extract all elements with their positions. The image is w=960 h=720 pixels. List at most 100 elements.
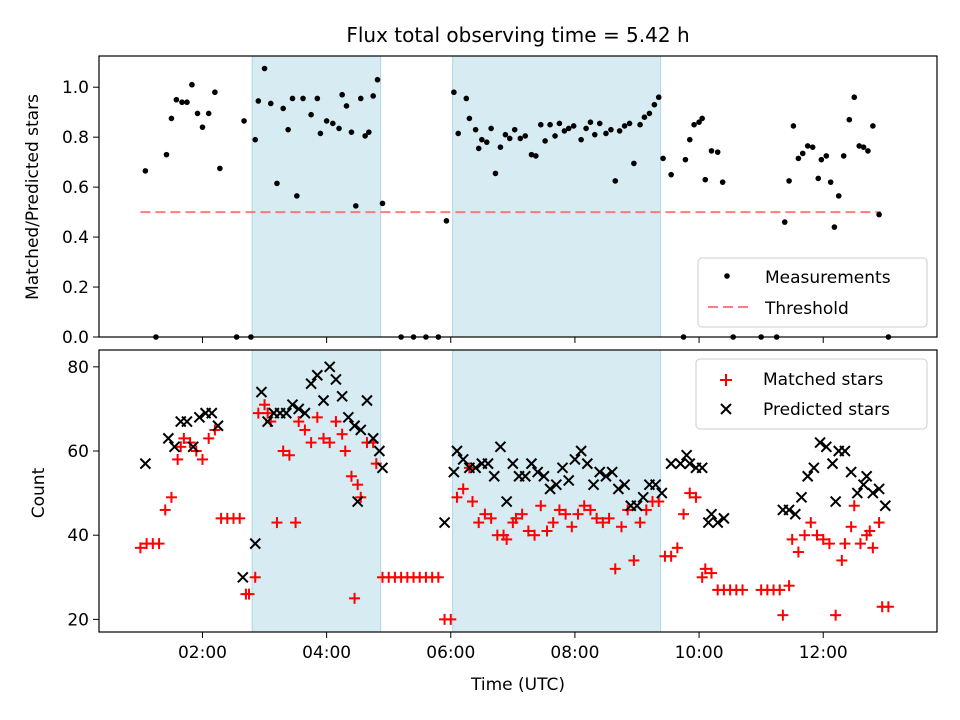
predicted-star-point — [631, 500, 643, 512]
matched-star-point — [774, 584, 786, 596]
measurement-point — [528, 151, 535, 158]
measurement-point — [860, 144, 867, 150]
predicted-star-point — [860, 470, 873, 482]
matched-star-point — [848, 500, 860, 512]
predicted-star-point — [820, 441, 833, 453]
y-tick-label: 1.0 — [62, 78, 89, 98]
matched-star-point — [628, 554, 640, 566]
predicted-star-point — [361, 394, 373, 407]
predicted-star-point — [680, 449, 693, 461]
matched-star-point — [854, 538, 866, 550]
matched-star-point — [653, 496, 665, 508]
matched-star-point — [584, 504, 596, 516]
matched-star-point — [159, 504, 171, 516]
y-axis-label: Count — [29, 467, 49, 518]
measurement-point — [840, 153, 847, 159]
matched-star-point — [153, 538, 165, 550]
y-axis-ticks: 0.0 0.2 0.4 0.6 0.8 1.0 — [62, 78, 99, 348]
legend-measurements-label: Measurements — [765, 268, 891, 288]
measurement-point — [626, 120, 633, 127]
legend-matched-label: Matched stars — [763, 370, 883, 390]
predicted-star-point — [795, 491, 808, 504]
measurement-point — [790, 123, 797, 129]
legend-matched-marker — [720, 374, 732, 386]
matched-star-point — [165, 491, 177, 503]
matched-star-point — [560, 508, 572, 520]
matched-star-point — [811, 529, 823, 541]
predicted-star-point — [606, 466, 618, 478]
predicted-star-point — [845, 466, 857, 478]
measurement-point — [714, 149, 721, 155]
measurement-point — [483, 139, 490, 145]
measurement-point — [686, 136, 693, 143]
measurement-point — [463, 95, 470, 102]
matched-star-point — [615, 521, 627, 533]
predicted-star-point — [355, 424, 367, 436]
predicted-star-point — [705, 508, 718, 520]
predicted-stars-points — [139, 361, 891, 583]
matched-star-point — [196, 453, 208, 465]
measurement-point — [336, 125, 342, 132]
predicted-star-point — [563, 474, 575, 487]
matched-star-point — [845, 521, 857, 533]
predicted-star-point — [373, 445, 386, 457]
measurement-point — [781, 219, 788, 225]
matched-star-point — [324, 437, 336, 449]
measurement-point — [314, 95, 321, 102]
matched-star-point — [699, 563, 711, 575]
measurement-point — [691, 121, 697, 128]
measurement-point — [466, 115, 473, 122]
predicted-star-point — [783, 504, 795, 516]
measurement-point — [357, 95, 364, 102]
measurement-point — [646, 110, 653, 117]
measurement-point — [556, 120, 563, 127]
predicted-star-point — [879, 500, 891, 512]
predicted-star-point — [544, 483, 556, 495]
predicted-star-point — [575, 445, 587, 457]
predicted-star-point — [612, 483, 625, 495]
matched-star-point — [277, 445, 289, 457]
matched-star-point — [529, 529, 541, 541]
measurement-points — [142, 65, 892, 340]
measurement-point — [184, 99, 190, 106]
predicted-star-point — [801, 470, 814, 482]
measurement-point — [583, 125, 589, 132]
matched-star-point — [457, 483, 469, 495]
x-tick-label: 04:00 — [302, 643, 351, 663]
predicted-star-point — [665, 457, 677, 470]
measurement-point — [616, 128, 623, 134]
measurement-point — [719, 179, 726, 185]
measurement-point — [547, 121, 553, 128]
measurement-point — [179, 99, 185, 106]
matched-star-point — [541, 525, 553, 537]
measurement-point — [835, 193, 842, 199]
measurement-point — [285, 126, 291, 133]
predicted-star-point — [212, 420, 224, 432]
measurement-point — [565, 125, 572, 132]
measurement-point — [317, 130, 324, 137]
predicted-star-point — [531, 466, 544, 478]
matched-star-point — [591, 512, 603, 524]
matched-star-point — [786, 533, 798, 545]
predicted-star-point — [873, 483, 885, 495]
predicted-star-point — [438, 516, 451, 529]
matched-star-point — [799, 529, 811, 541]
matched-star-point — [234, 512, 246, 524]
measurement-point — [631, 160, 637, 167]
measurement-point — [348, 129, 355, 135]
matched-star-point — [578, 500, 590, 512]
measurement-point — [696, 119, 702, 125]
measurement-point — [533, 153, 539, 159]
measurement-point — [799, 150, 806, 157]
observation-windows — [251, 349, 662, 633]
matched-star-point — [311, 411, 323, 423]
predicted-star-point — [829, 495, 842, 508]
x-axis-label: Time (UTC) — [470, 675, 565, 695]
measurement-point — [289, 95, 296, 102]
y-tick-label: 60 — [67, 442, 89, 462]
observation-window-band — [452, 349, 662, 633]
predicted-star-point — [718, 512, 730, 525]
plot-frame — [98, 55, 938, 338]
predicted-star-point — [867, 487, 879, 499]
measurement-point — [451, 89, 457, 96]
